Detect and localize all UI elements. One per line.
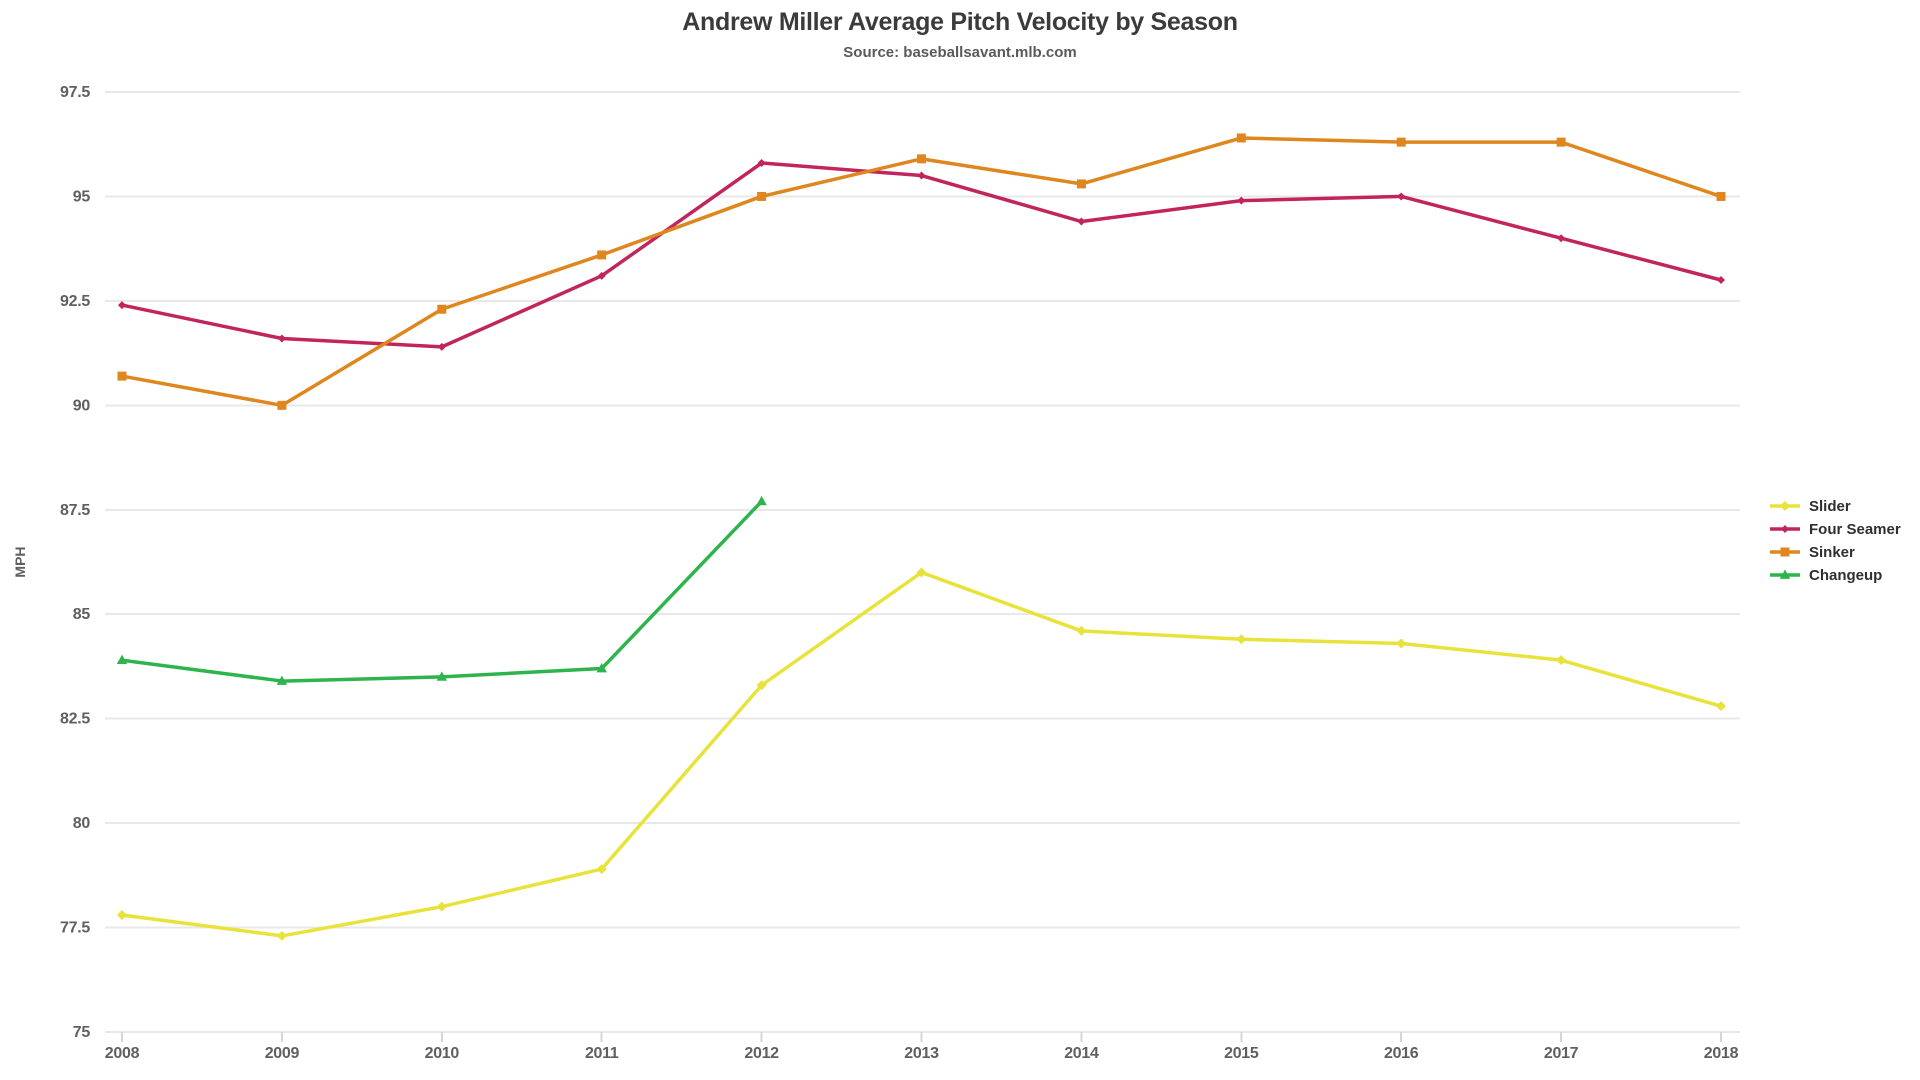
legend-label-changeup: Changeup — [1809, 566, 1883, 584]
marker-four-seamer — [1397, 192, 1406, 201]
marker-sinker — [117, 371, 127, 381]
y-tick-label: 75 — [73, 1024, 91, 1041]
y-tick-label: 95 — [73, 188, 91, 205]
marker-changeup — [276, 675, 288, 685]
series-line-slider — [120, 570, 1723, 938]
four-seamer-swatch-icon — [1770, 525, 1800, 533]
marker-four-seamer — [917, 171, 926, 180]
marker-sinker — [1076, 179, 1086, 189]
y-tick-label: 87.5 — [60, 502, 90, 519]
marker-sinker — [917, 154, 926, 164]
x-tick-label: 2008 — [105, 1045, 140, 1062]
x-tick-label: 2016 — [1384, 1045, 1419, 1062]
series-line-four-seamer — [120, 161, 1723, 349]
marker-slider — [1716, 701, 1726, 712]
marker-sinker — [437, 304, 447, 314]
marker-sinker — [757, 191, 767, 201]
x-tick-label: 2018 — [1704, 1045, 1739, 1062]
marker-sinker — [1396, 137, 1406, 147]
legend-label-four-seamer: Four Seamer — [1809, 520, 1901, 538]
x-tick-label: 2015 — [1224, 1045, 1259, 1062]
marker-four-seamer — [1237, 196, 1246, 205]
legend-item-four-seamer[interactable]: Four Seamer — [1768, 518, 1901, 540]
legend-item-changeup[interactable]: Changeup — [1768, 564, 1901, 586]
marker-four-seamer — [757, 159, 766, 168]
slider-swatch-icon — [1770, 501, 1800, 511]
marker-slider — [1236, 634, 1247, 645]
marker-slider — [117, 910, 127, 921]
marker-changeup — [756, 495, 767, 506]
marker-four-seamer — [437, 342, 446, 351]
x-tick-label: 2017 — [1544, 1045, 1579, 1062]
marker-sinker — [1556, 137, 1566, 147]
marker-changeup — [436, 671, 448, 681]
marker-slider — [916, 567, 927, 578]
marker-four-seamer — [1717, 276, 1725, 284]
marker-slider — [596, 864, 607, 875]
marker-slider — [1396, 638, 1407, 649]
x-tick-label: 2013 — [904, 1045, 939, 1062]
y-axis-title: MPH — [12, 546, 28, 577]
marker-four-seamer — [118, 301, 126, 310]
x-tick-label: 2009 — [265, 1045, 300, 1062]
legend-label-slider: Slider — [1809, 497, 1851, 515]
marker-four-seamer — [277, 334, 286, 343]
marker-four-seamer — [597, 271, 606, 280]
x-tick-label: 2012 — [744, 1045, 779, 1062]
marker-sinker — [1236, 133, 1246, 143]
sinker-swatch-icon — [1770, 547, 1800, 557]
marker-four-seamer — [1557, 234, 1566, 243]
series-line-changeup — [120, 499, 764, 683]
changeup-swatch-icon — [1770, 569, 1800, 579]
marker-changeup — [116, 654, 128, 665]
marker-slider — [436, 901, 447, 912]
chart-subtitle: Source: baseballsavant.mlb.com — [843, 44, 1077, 61]
marker-slider — [1076, 625, 1087, 636]
legend-label-sinker: Sinker — [1809, 543, 1855, 561]
x-tick-label: 2014 — [1064, 1045, 1099, 1062]
marker-sinker — [597, 250, 607, 260]
legend-item-sinker[interactable]: Sinker — [1768, 541, 1901, 563]
y-tick-label: 82.5 — [60, 711, 90, 728]
marker-slider — [276, 930, 287, 941]
marker-slider — [756, 680, 767, 691]
legend: Slider Four Seamer Sinker Changeup — [1768, 495, 1901, 586]
marker-four-seamer — [1077, 217, 1086, 226]
marker-slider — [1556, 655, 1567, 666]
x-tick-label: 2010 — [425, 1045, 460, 1062]
y-tick-label: 80 — [73, 815, 91, 832]
y-tick-label: 90 — [73, 397, 91, 414]
y-tick-label: 85 — [73, 606, 91, 623]
x-tick-label: 2011 — [585, 1045, 619, 1062]
chart-title: Andrew Miller Average Pitch Velocity by … — [682, 8, 1238, 36]
y-tick-label: 77.5 — [60, 920, 90, 937]
marker-sinker — [277, 400, 287, 410]
legend-item-slider[interactable]: Slider — [1768, 495, 1901, 517]
y-tick-label: 97.5 — [60, 84, 90, 101]
marker-changeup — [596, 663, 607, 673]
y-tick-label: 92.5 — [60, 293, 90, 310]
marker-sinker — [1716, 191, 1726, 201]
